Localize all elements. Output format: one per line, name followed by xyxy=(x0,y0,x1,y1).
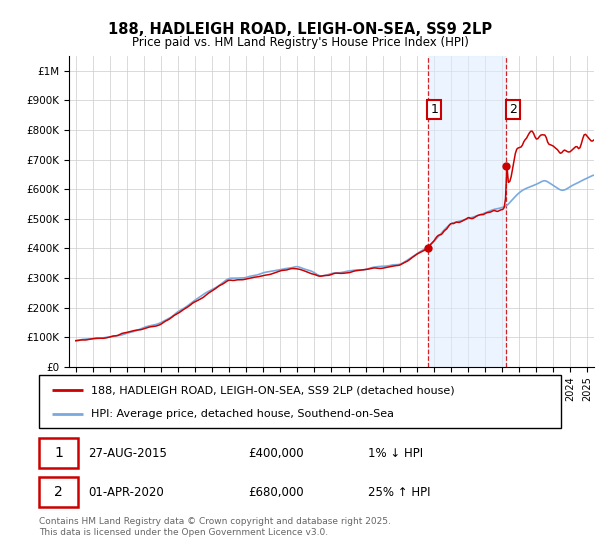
Text: £680,000: £680,000 xyxy=(248,486,304,498)
Text: 25% ↑ HPI: 25% ↑ HPI xyxy=(368,486,430,498)
Text: £400,000: £400,000 xyxy=(248,447,304,460)
Text: 1: 1 xyxy=(54,446,63,460)
Text: HPI: Average price, detached house, Southend-on-Sea: HPI: Average price, detached house, Sout… xyxy=(91,408,394,418)
Text: 188, HADLEIGH ROAD, LEIGH-ON-SEA, SS9 2LP: 188, HADLEIGH ROAD, LEIGH-ON-SEA, SS9 2L… xyxy=(108,22,492,38)
Text: 2: 2 xyxy=(54,485,63,499)
FancyBboxPatch shape xyxy=(39,375,561,428)
Text: 01-APR-2020: 01-APR-2020 xyxy=(89,486,164,498)
Text: Contains HM Land Registry data © Crown copyright and database right 2025.
This d: Contains HM Land Registry data © Crown c… xyxy=(39,517,391,536)
Text: Price paid vs. HM Land Registry's House Price Index (HPI): Price paid vs. HM Land Registry's House … xyxy=(131,36,469,49)
Text: 188, HADLEIGH ROAD, LEIGH-ON-SEA, SS9 2LP (detached house): 188, HADLEIGH ROAD, LEIGH-ON-SEA, SS9 2L… xyxy=(91,385,455,395)
Text: 1% ↓ HPI: 1% ↓ HPI xyxy=(368,447,423,460)
FancyBboxPatch shape xyxy=(39,477,78,507)
Text: 2: 2 xyxy=(509,103,517,116)
FancyBboxPatch shape xyxy=(39,438,78,468)
Text: 1: 1 xyxy=(430,103,438,116)
Text: 27-AUG-2015: 27-AUG-2015 xyxy=(89,447,167,460)
Bar xyxy=(428,56,506,367)
